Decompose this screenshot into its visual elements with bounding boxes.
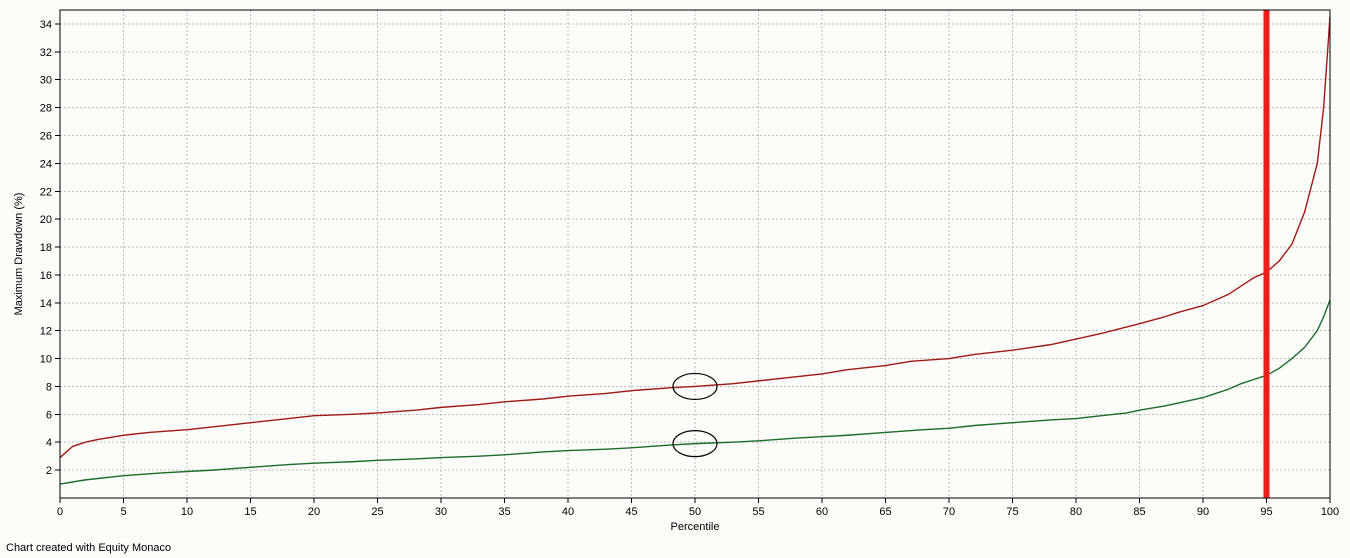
x-tick-label: 80 xyxy=(1070,506,1082,518)
chart-footer: Chart created with Equity Monaco xyxy=(6,542,171,554)
y-tick-label: 30 xyxy=(40,75,52,87)
chart-svg: 0 5 10 15 20 25 30 35 40 45 50 55 60 65 70 75 80 85 90 95 10… xyxy=(0,0,1350,558)
y-tick-label: 4 xyxy=(46,437,52,449)
y-tick-label: 14 xyxy=(40,298,52,310)
x-tick-label: 90 xyxy=(1197,506,1209,518)
y-tick-label: 8 xyxy=(46,381,52,393)
x-tick-label: 25 xyxy=(371,506,383,518)
x-tick-label: 55 xyxy=(752,506,764,518)
x-tick-label: 45 xyxy=(625,506,637,518)
x-tick-label: 30 xyxy=(435,506,447,518)
x-tick-label: 0 xyxy=(57,506,63,518)
y-tick-label: 6 xyxy=(46,409,52,421)
drawdown-percentile-chart: 0 5 10 15 20 25 30 35 40 45 50 55 60 65 70 75 80 85 90 95 10… xyxy=(0,0,1350,558)
x-tick-label: 15 xyxy=(244,506,256,518)
y-tick-label: 2 xyxy=(46,465,52,477)
x-tick-label: 75 xyxy=(1006,506,1018,518)
x-tick-label: 20 xyxy=(308,506,320,518)
y-tick-label: 20 xyxy=(40,214,52,226)
y-tick-label: 32 xyxy=(40,47,52,59)
x-tick-label: 65 xyxy=(879,506,891,518)
x-tick-label: 100 xyxy=(1321,506,1339,518)
x-axis-title: Percentile xyxy=(671,521,720,533)
x-tick-label: 50 xyxy=(689,506,701,518)
x-tick-label: 60 xyxy=(816,506,828,518)
y-tick-label: 34 xyxy=(40,19,52,31)
x-tick-label: 70 xyxy=(943,506,955,518)
y-tick-label: 22 xyxy=(40,186,52,198)
y-tick-label: 28 xyxy=(40,103,52,115)
y-tick-label: 24 xyxy=(40,158,52,170)
y-tick-label: 10 xyxy=(40,354,52,366)
x-tick-label: 85 xyxy=(1133,506,1145,518)
y-axis-title: Maximum Drawdown (%) xyxy=(13,193,25,316)
x-tick-label: 10 xyxy=(181,506,193,518)
x-tick-label: 5 xyxy=(120,506,126,518)
x-tick-label: 95 xyxy=(1260,506,1272,518)
y-tick-label: 18 xyxy=(40,242,52,254)
y-tick-label: 16 xyxy=(40,270,52,282)
x-tick-label: 40 xyxy=(562,506,574,518)
y-tick-label: 12 xyxy=(40,326,52,338)
y-tick-label: 26 xyxy=(40,130,52,142)
x-tick-label: 35 xyxy=(498,506,510,518)
